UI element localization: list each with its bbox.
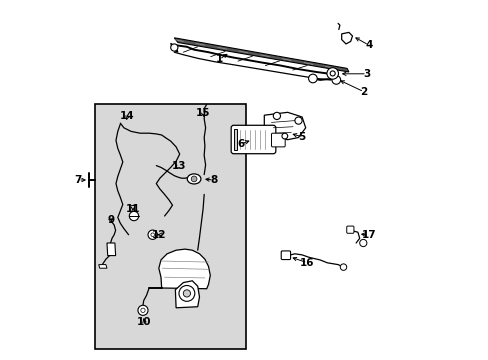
FancyBboxPatch shape [281,251,290,260]
Polygon shape [264,112,305,140]
Bar [95,104,246,349]
Circle shape [329,71,335,76]
Circle shape [129,211,139,221]
Polygon shape [341,32,352,44]
Polygon shape [174,38,348,72]
Text: 10: 10 [137,317,151,327]
Circle shape [191,176,197,182]
Circle shape [148,230,157,239]
Circle shape [308,74,317,83]
Polygon shape [107,243,115,256]
Text: 17: 17 [361,230,375,240]
Circle shape [179,285,194,301]
Polygon shape [99,265,107,268]
Text: 12: 12 [151,230,166,240]
Circle shape [282,133,287,139]
Circle shape [359,239,366,247]
Text: 14: 14 [120,111,135,121]
Polygon shape [170,43,178,52]
Text: 6: 6 [237,139,244,149]
FancyBboxPatch shape [346,226,353,233]
Text: 16: 16 [300,258,314,268]
Circle shape [331,76,340,84]
Circle shape [183,290,190,297]
Circle shape [151,233,154,237]
Ellipse shape [187,174,201,184]
Text: 2: 2 [360,87,367,97]
Circle shape [170,44,178,51]
Circle shape [141,308,145,312]
Polygon shape [159,249,210,289]
Text: 1: 1 [215,54,223,64]
Text: 15: 15 [196,108,210,118]
Text: 5: 5 [298,132,305,142]
Circle shape [294,117,302,124]
Text: 3: 3 [363,69,370,79]
Text: 9: 9 [107,215,114,225]
Text: 8: 8 [210,175,217,185]
Circle shape [138,305,148,315]
Text: 11: 11 [125,204,140,214]
Text: 4: 4 [364,40,372,50]
Circle shape [326,68,338,79]
Circle shape [273,112,280,120]
Text: 7: 7 [74,175,81,185]
Text: 13: 13 [171,161,186,171]
Polygon shape [233,129,237,150]
Circle shape [340,264,346,270]
FancyBboxPatch shape [271,133,285,147]
FancyBboxPatch shape [231,125,275,154]
Polygon shape [175,281,199,308]
